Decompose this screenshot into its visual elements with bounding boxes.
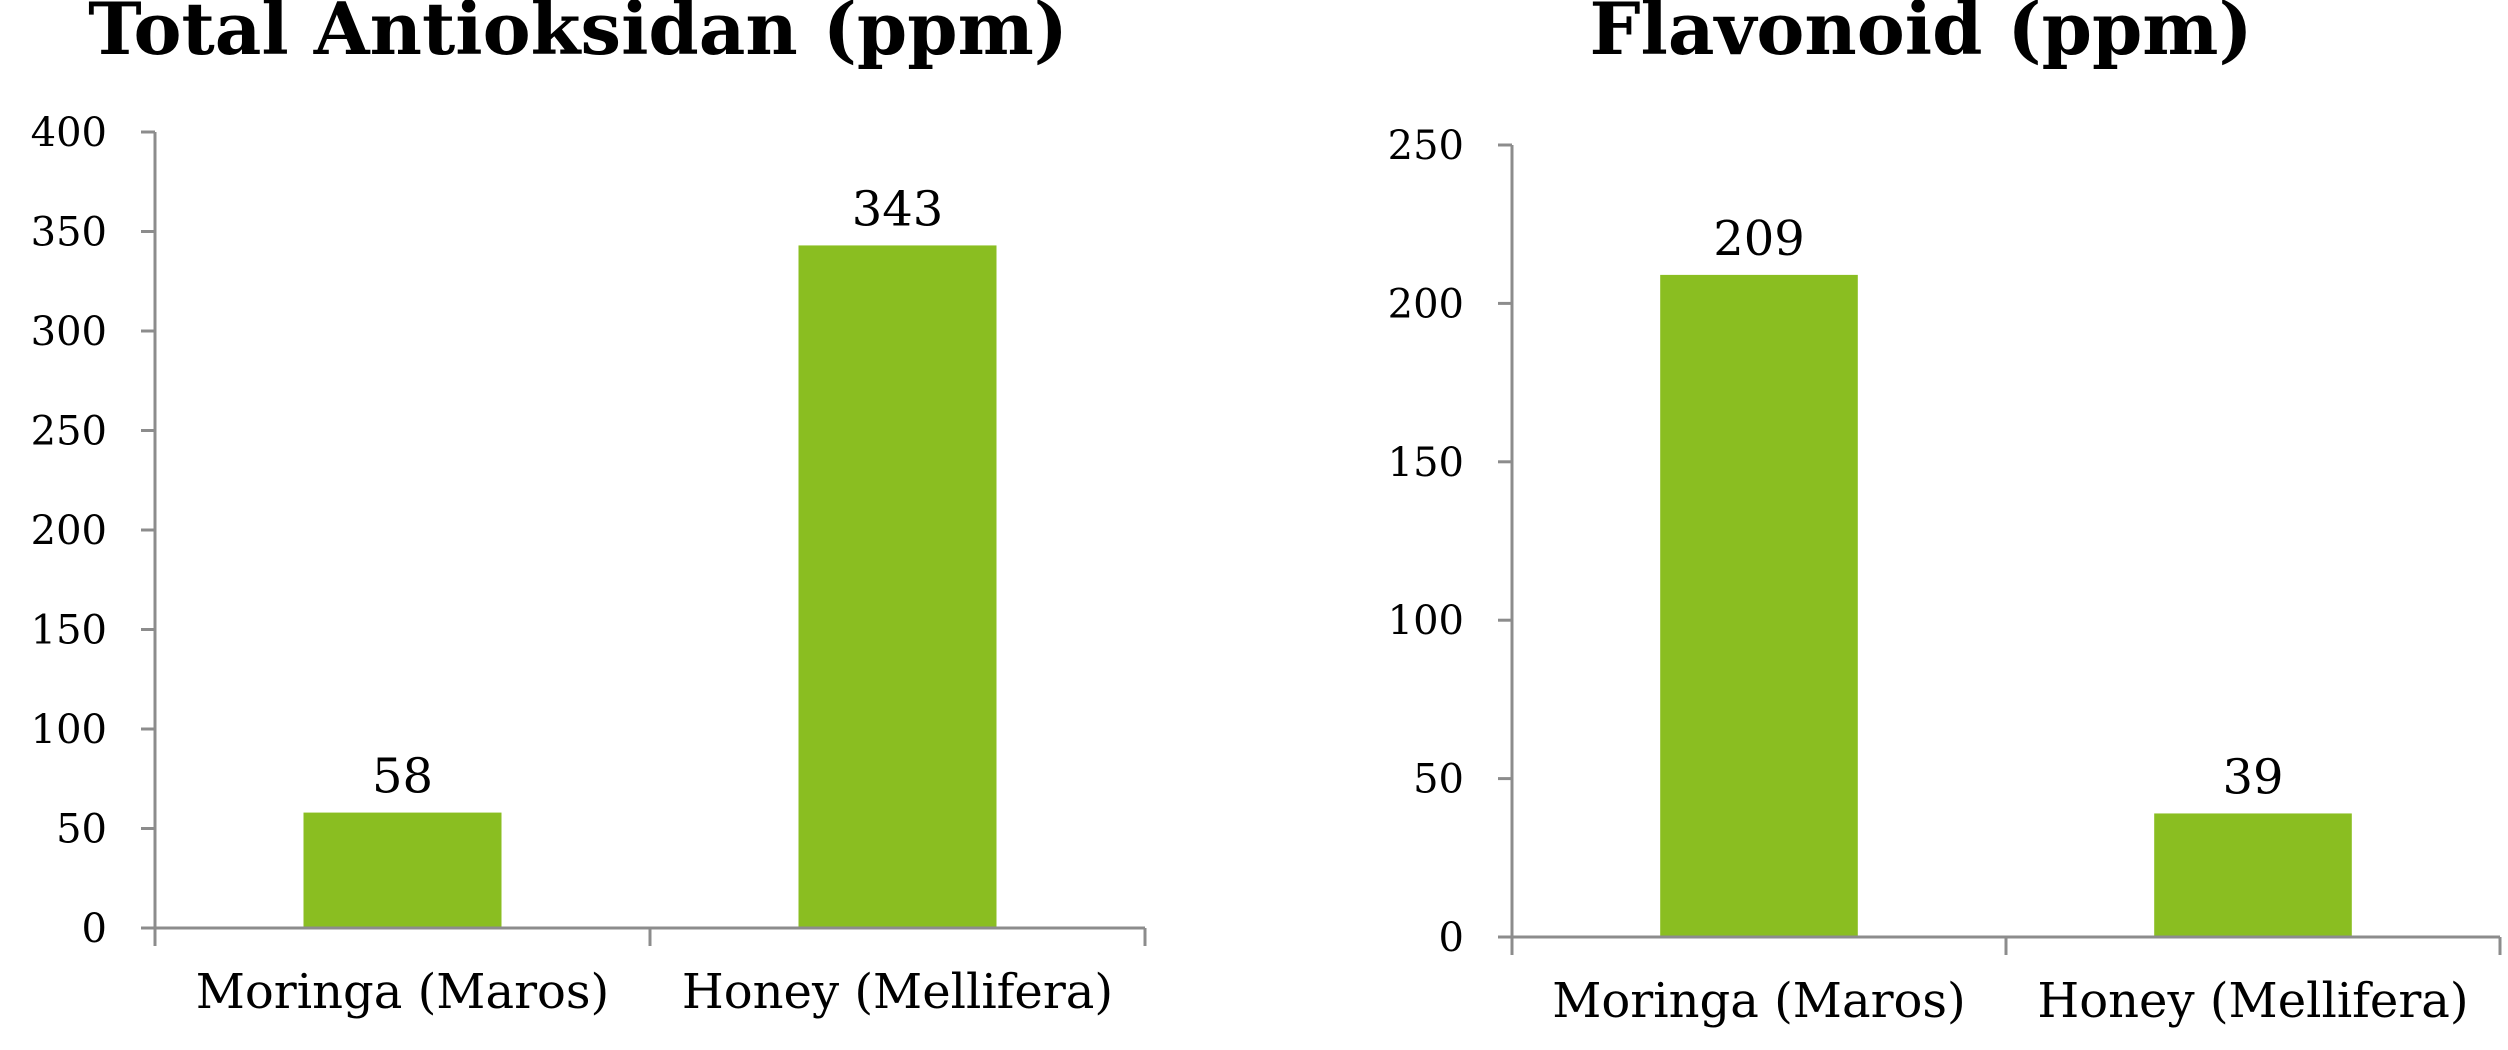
chart-total-antioksidan: Total Antioksidan (ppm) 0 50 100 150 200 250 3…	[31, 0, 1147, 1020]
y-tick-label: 200	[31, 508, 107, 554]
y-tick-label: 200	[1388, 281, 1464, 327]
y-tick-label: 50	[1413, 757, 1464, 803]
data-label: 58	[372, 749, 433, 805]
bar-2	[2154, 813, 2352, 937]
data-label: 209	[1713, 211, 1805, 267]
y-tick-label: 0	[82, 906, 107, 952]
x-category-label: Honey (Mellifera)	[2037, 973, 2468, 1029]
y-tick-label: 400	[31, 110, 107, 156]
y-tick-label: 150	[1388, 440, 1464, 486]
bar-2	[798, 245, 997, 928]
y-tick-label: 100	[1388, 598, 1464, 644]
y-tick-label: 250	[1388, 123, 1464, 169]
chart-title: Flavonoid (ppm)	[1589, 0, 2252, 71]
y-tick-label: 300	[31, 309, 107, 355]
y-tick-label: 250	[31, 409, 107, 455]
x-category-label: Moringa (Maros)	[196, 964, 610, 1020]
y-tick-label: 50	[56, 807, 107, 853]
y-tick-label: 350	[31, 210, 107, 256]
chart-flavonoid: Flavonoid (ppm) 0 50 100 150 200 250 Moringa (…	[1388, 0, 2502, 1029]
bar-1	[1660, 274, 1858, 937]
x-category-label: Moringa (Maros)	[1552, 973, 1966, 1029]
y-tick-label: 150	[31, 608, 107, 654]
chart-title: Total Antioksidan (ppm)	[88, 0, 1068, 71]
y-tick-label: 100	[31, 707, 107, 753]
y-tick-label: 0	[1439, 915, 1464, 961]
data-label: 39	[2222, 749, 2283, 805]
bar-1	[303, 812, 502, 928]
data-label: 343	[852, 181, 944, 237]
x-category-label: Honey (Mellifera)	[682, 964, 1113, 1020]
